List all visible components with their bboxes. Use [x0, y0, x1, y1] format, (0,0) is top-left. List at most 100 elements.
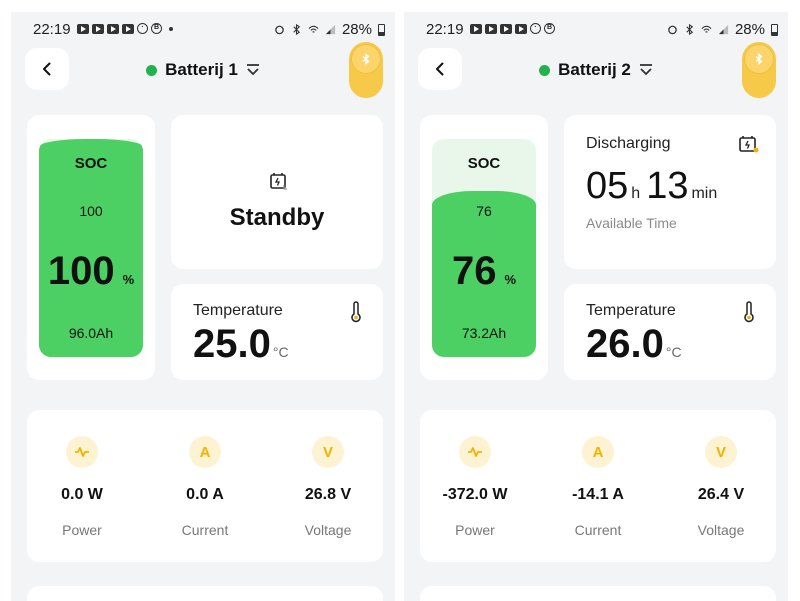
metric-power: 0.0 W Power: [27, 436, 137, 538]
battery-status-icon: [378, 23, 385, 36]
metric-name: Power: [62, 522, 102, 538]
soc-percentage: 76%: [432, 249, 536, 294]
status-bar: 22:19 · B 28%: [404, 12, 788, 42]
youtube-icon: [107, 23, 119, 34]
metric-name: Voltage: [304, 522, 352, 538]
metrics-card: 0.0 W Power A 0.0 A Current V 26.8 V Vol…: [27, 410, 383, 562]
more-notifications-icon: [169, 26, 173, 31]
metric-value: 0.0 W: [61, 486, 103, 503]
metric-power: -372.0 W Power: [420, 436, 530, 538]
metric-voltage: V 26.4 V Voltage: [666, 436, 776, 538]
hours-unit: h: [631, 185, 641, 202]
soc-value: 76: [476, 203, 492, 219]
temperature-unit: °C: [272, 344, 289, 360]
discharge-card: Discharging 05 h 13 min Available Time: [564, 115, 776, 269]
metric-value: -372.0 W: [442, 486, 508, 503]
status-bar: 22:19 · B 28%: [11, 12, 395, 42]
youtube-icon: [485, 23, 497, 34]
youtube-icon: [122, 23, 134, 34]
bitcoin-icon: B: [544, 23, 555, 34]
voltage-icon: V: [705, 436, 737, 468]
battery-status-icon: [771, 23, 778, 36]
soc-gauge: SOC 76 76% 73.2Ah: [432, 139, 536, 357]
battery-percent: 28%: [734, 21, 765, 38]
metric-value: 26.8 V: [304, 486, 352, 503]
bluetooth-status-icon: [293, 24, 301, 35]
bluetooth-icon: [744, 44, 774, 74]
battery-standby-icon: [270, 173, 287, 190]
next-card: [27, 586, 383, 601]
temperature-card: Temperature 25.0 °C: [171, 284, 383, 380]
current-icon: A: [582, 436, 614, 468]
power-wave-icon: [66, 436, 98, 468]
available-time-label: Available Time: [586, 215, 677, 231]
soc-fill: [39, 139, 143, 357]
soc-capacity: 96.0Ah: [68, 325, 114, 341]
bitcoin-icon: B: [151, 23, 162, 34]
current-icon: A: [189, 436, 221, 468]
temperature-value: 26.0 °C: [586, 322, 682, 367]
youtube-icon: [470, 23, 482, 34]
thermometer-icon: [744, 301, 754, 323]
available-time: 05 h 13 min: [586, 165, 723, 208]
soc-percentage: 100%: [39, 249, 143, 294]
soc-label: SOC: [74, 155, 108, 172]
bluetooth-toggle[interactable]: [742, 42, 776, 98]
battery-discharging-icon: [739, 136, 759, 153]
alarm-icon: [275, 25, 284, 35]
soc-percent-unit: %: [504, 272, 517, 287]
status-time: 22:19: [426, 21, 464, 38]
soc-gauge: SOC 100 100% 96.0Ah: [39, 139, 143, 357]
battery-percent: 28%: [341, 21, 372, 38]
connection-status-dot: [146, 64, 158, 76]
metric-voltage: V 26.8 V Voltage: [273, 436, 383, 538]
page-title: Batterij 1: [165, 60, 238, 79]
soc-card: SOC 100 100% 96.0Ah: [27, 115, 155, 380]
discharge-label: Discharging: [586, 135, 671, 152]
wifi-icon: [308, 25, 319, 33]
youtube-icon: [500, 23, 512, 34]
bluetooth-icon: [351, 44, 381, 74]
notification-icons: · B: [77, 23, 173, 34]
temperature-number: 26.0: [586, 322, 664, 366]
youtube-icon: [515, 23, 527, 34]
soc-card: SOC 76 76% 73.2Ah: [420, 115, 548, 380]
state-text: Standby: [229, 204, 325, 231]
battery-selector[interactable]: Batterij 2: [404, 60, 788, 80]
temperature-unit: °C: [665, 344, 682, 360]
temperature-card: Temperature 26.0 °C: [564, 284, 776, 380]
screen-battery-2: 22:19 · B 28% Batterij 2: [404, 12, 788, 601]
bluetooth-status-icon: [686, 24, 694, 35]
system-icons: 28%: [667, 21, 778, 38]
soc-percentage-value: 100: [47, 249, 115, 293]
soc-percent-unit: %: [122, 272, 135, 287]
app-circle-icon: ·: [530, 23, 541, 34]
hours-value: 05: [586, 165, 629, 207]
power-wave-icon: [459, 436, 491, 468]
back-button[interactable]: [418, 48, 462, 90]
battery-selector[interactable]: Batterij 1: [11, 60, 395, 80]
chevron-left-icon: [436, 62, 444, 76]
youtube-icon: [92, 23, 104, 34]
dropdown-icon[interactable]: [639, 63, 653, 77]
chevron-left-icon: [43, 62, 51, 76]
temperature-number: 25.0: [193, 322, 271, 366]
back-button[interactable]: [25, 48, 69, 90]
metric-name: Current: [181, 522, 229, 538]
screen-battery-1: 22:19 · B 28% Batterij 1: [11, 12, 395, 601]
temperature-label: Temperature: [193, 302, 283, 319]
thermometer-icon: [351, 301, 361, 323]
minutes-unit: min: [691, 185, 718, 202]
alarm-icon: [668, 25, 677, 35]
state-card: Standby: [171, 115, 383, 269]
metric-value: 0.0 A: [186, 486, 224, 503]
minutes-value: 13: [646, 165, 689, 207]
next-card: [420, 586, 776, 601]
bluetooth-toggle[interactable]: [349, 42, 383, 98]
youtube-icon: [77, 23, 89, 34]
dropdown-icon[interactable]: [246, 63, 260, 77]
soc-value: 100: [79, 203, 103, 219]
status-time: 22:19: [33, 21, 71, 38]
metric-value: -14.1 A: [572, 486, 624, 503]
signal-icon: [718, 24, 729, 35]
